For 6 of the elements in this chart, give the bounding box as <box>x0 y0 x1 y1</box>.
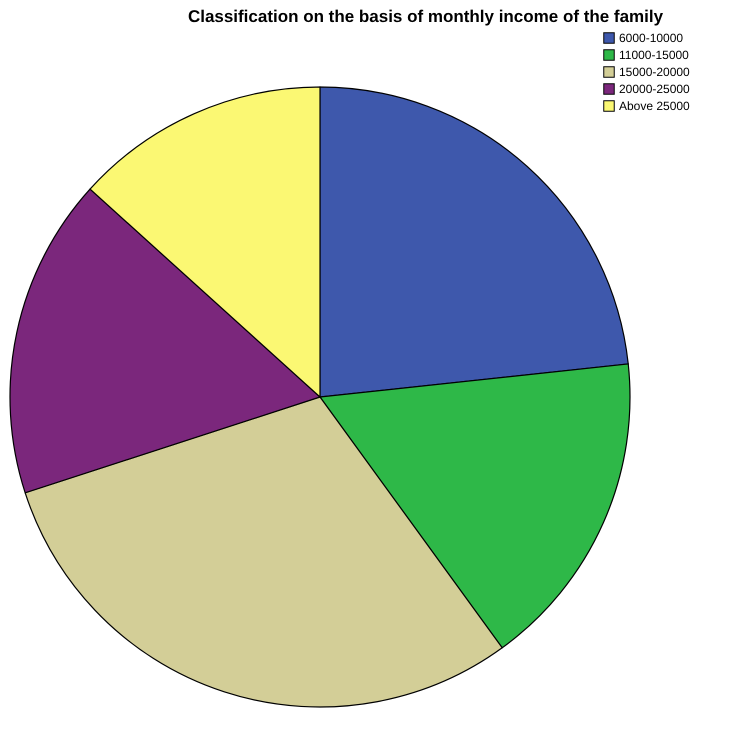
legend-label: 6000-10000 <box>619 31 684 45</box>
legend-label: Above 25000 <box>619 99 690 113</box>
legend-label: 15000-20000 <box>619 65 690 79</box>
legend-label: 20000-25000 <box>619 82 690 96</box>
chart-title: Classification on the basis of monthly income of the family <box>188 7 664 26</box>
legend-label: 11000-15000 <box>619 48 690 62</box>
